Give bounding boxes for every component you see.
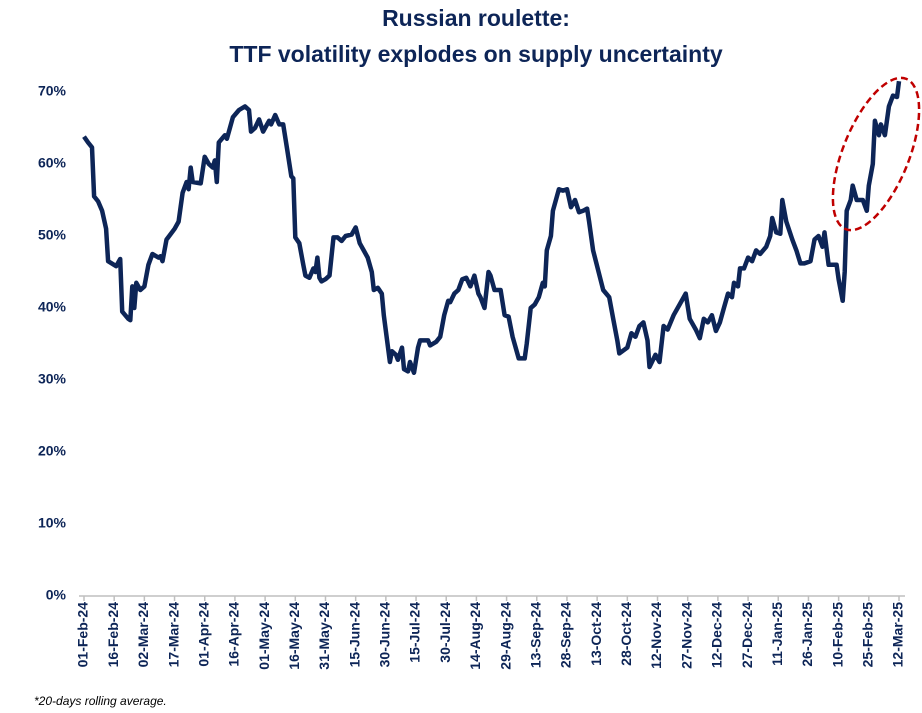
y-tick-label: 40% (38, 299, 67, 315)
chart-title: Russian roulette: (382, 5, 570, 31)
x-tick-label: 31-May-24 (316, 602, 332, 670)
x-tick-label: 02-Mar-24 (135, 602, 151, 668)
y-tick-label: 70% (38, 83, 67, 99)
x-tick-label: 15-Jun-24 (346, 602, 362, 668)
x-tick-label: 12-Mar-25 (890, 602, 906, 668)
x-tick-label: 14-Aug-24 (467, 602, 483, 670)
x-tick-label: 27-Dec-24 (739, 602, 755, 668)
x-tick-label: 15-Jul-24 (407, 602, 423, 663)
highlight-ellipse (831, 76, 921, 232)
x-tick-label: 11-Jan-25 (769, 602, 785, 666)
x-tick-label: 25-Feb-25 (860, 602, 876, 668)
x-tick-label: 12-Dec-24 (709, 602, 725, 668)
x-tick-label: 29-Aug-24 (497, 602, 513, 670)
x-tick-label: 12-Nov-24 (648, 602, 664, 669)
x-tick-label: 30-Jun-24 (377, 602, 393, 668)
x-tick-label: 16-Feb-24 (105, 602, 121, 668)
x-tick-label: 01-Feb-24 (75, 602, 91, 668)
x-tick-label: 13-Sep-24 (527, 602, 543, 668)
y-tick-label: 60% (38, 155, 67, 171)
x-tick-label: 01-May-24 (256, 602, 272, 670)
chart-subtitle: TTF volatility explodes on supply uncert… (229, 41, 723, 67)
y-tick-label: 0% (46, 587, 67, 603)
y-tick-label: 30% (38, 371, 67, 387)
x-tick-label: 28-Sep-24 (558, 602, 574, 668)
x-tick-label: 27-Nov-24 (678, 602, 694, 669)
y-tick-label: 10% (38, 515, 67, 531)
footnote: *20-days rolling average. (34, 694, 167, 708)
x-tick-label: 01-Apr-24 (195, 602, 211, 667)
line-series (82, 80, 902, 376)
x-tick-label: 10-Feb-25 (829, 602, 845, 668)
x-tick-label: 26-Jan-25 (799, 602, 815, 667)
x-tick-label: 16-May-24 (286, 602, 302, 670)
x-tick-label: 17-Mar-24 (165, 602, 181, 668)
y-tick-label: 20% (38, 443, 67, 459)
x-tick-label: 30-Jul-24 (437, 602, 453, 663)
x-tick-label: 28-Oct-24 (618, 602, 634, 666)
x-tick-label: 16-Apr-24 (226, 602, 242, 667)
y-tick-label: 50% (38, 227, 67, 243)
x-tick-label: 13-Oct-24 (588, 602, 604, 666)
